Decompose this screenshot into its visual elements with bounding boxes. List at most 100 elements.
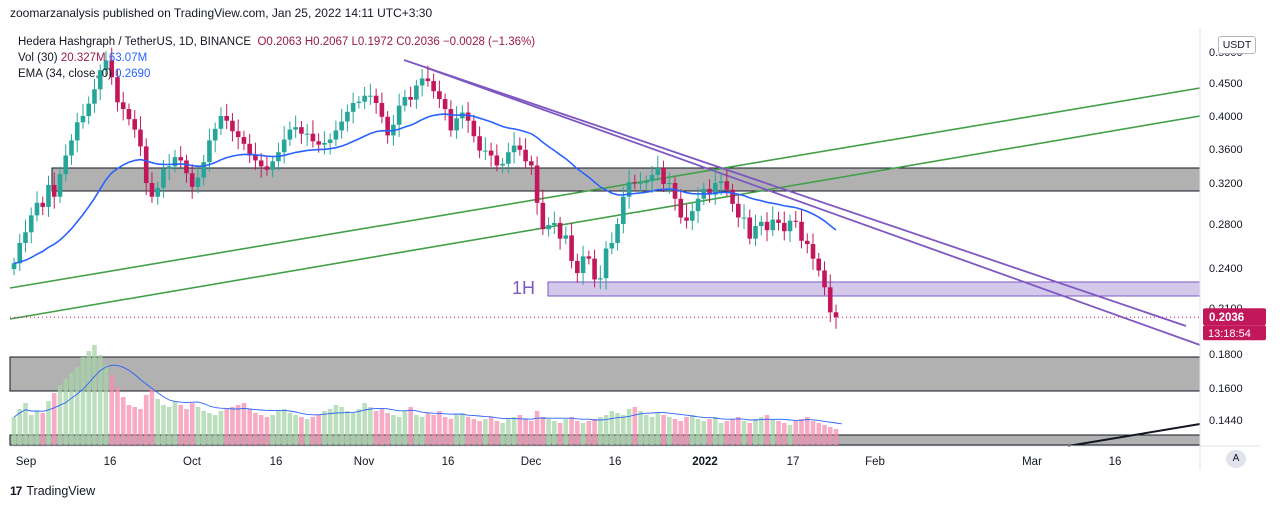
volume-bar	[270, 415, 275, 445]
volume-bar	[672, 419, 678, 445]
1h-support-zone	[547, 281, 1201, 297]
volume-bar	[247, 409, 252, 445]
candle-body	[431, 81, 436, 92]
candle-body	[304, 133, 310, 135]
volume-bar	[678, 421, 684, 445]
volume-bar	[51, 393, 57, 445]
candle-body	[293, 127, 298, 130]
volume-bar	[586, 421, 592, 445]
volume-bar	[511, 417, 517, 445]
volume-bar	[304, 419, 310, 445]
candle-body	[649, 174, 655, 182]
time-tick-label: 16	[270, 456, 283, 468]
ema-value: 0.2690	[115, 68, 151, 80]
ema-line	[13, 113, 837, 265]
candle-body	[741, 217, 747, 219]
vol-label[interactable]: Vol (30)	[18, 52, 58, 64]
volume-bar	[385, 413, 390, 445]
candle-body	[632, 182, 638, 184]
legend-low: L0.1972	[351, 36, 394, 48]
volume-bars	[11, 345, 839, 445]
candle-body	[787, 220, 793, 232]
annotation-1h: 1H	[512, 278, 535, 298]
candle-body	[810, 244, 816, 259]
volume-bar	[626, 409, 632, 445]
candle-body	[598, 278, 603, 280]
volume-bar	[718, 423, 724, 445]
volume-bar	[218, 411, 224, 445]
candle-body	[235, 131, 241, 138]
volume-bar	[322, 411, 327, 445]
candle-body	[764, 221, 770, 231]
volume-bar	[379, 409, 385, 445]
candle-body	[339, 121, 344, 131]
volume-bar	[207, 413, 212, 445]
volume-bar	[253, 413, 258, 445]
volume-bar	[17, 409, 23, 445]
volume-bar	[103, 365, 109, 445]
volume-bar	[28, 415, 34, 445]
volume-bar	[770, 419, 776, 445]
ema-label[interactable]: EMA (34, close, 0)	[18, 68, 112, 80]
candle-body	[402, 97, 408, 106]
volume-bar	[776, 421, 781, 445]
candle-body	[483, 150, 488, 152]
candle-body	[224, 116, 229, 121]
volume-bar	[40, 413, 46, 445]
volume-bar	[327, 409, 333, 445]
candle-body	[776, 219, 781, 223]
volume-bar	[431, 415, 436, 445]
time-tick-label: Oct	[183, 456, 202, 468]
candle-body	[115, 77, 120, 103]
candle-body	[603, 248, 609, 279]
volume-bar	[609, 411, 615, 445]
volume-bar	[557, 423, 563, 445]
candle-body	[465, 112, 471, 121]
support-resistance-zones: 1H	[9, 167, 1201, 446]
volume-bar	[701, 421, 707, 445]
auto-scale-button[interactable]: A	[1226, 450, 1246, 468]
time-tick-label: 16	[442, 456, 455, 468]
purple-trendline-lower	[426, 67, 1201, 346]
volume-bar	[86, 351, 92, 445]
candle-body	[184, 160, 189, 174]
candle-body	[195, 177, 201, 187]
candle-body	[833, 312, 839, 318]
candle-body	[287, 129, 293, 140]
candle-body	[172, 157, 178, 167]
volume-bar	[615, 413, 620, 445]
volume-bar	[189, 403, 195, 445]
volume-bar	[345, 411, 350, 445]
volume-bar	[316, 415, 321, 445]
volume-bar	[339, 407, 344, 445]
volume-bar	[57, 385, 63, 445]
volume-bar	[758, 417, 764, 445]
volume-bar	[730, 419, 735, 445]
candle-body	[799, 221, 804, 241]
volume-bar	[276, 411, 281, 445]
symbol-label[interactable]: Hedera Hashgraph / TetherUS, 1D, BINANCE	[18, 36, 252, 48]
candle-body	[230, 120, 235, 132]
candle-body	[419, 78, 425, 86]
volume-bar	[644, 415, 649, 445]
candle-body	[316, 141, 321, 145]
volume-bar	[74, 367, 80, 445]
volume-bar	[391, 415, 396, 445]
volume-bar	[178, 405, 183, 445]
candle-body	[724, 181, 730, 190]
candle-body	[425, 78, 431, 82]
candle-body	[92, 89, 97, 104]
volume-bar	[34, 411, 40, 445]
volume-bar	[753, 419, 758, 445]
candle-body	[718, 181, 724, 183]
tradingview-brand[interactable]: 17 TradingView	[10, 484, 95, 498]
volume-bar	[437, 411, 442, 445]
tradingview-logo: 17	[10, 484, 22, 498]
volume-bar	[523, 419, 528, 445]
currency-selector[interactable]: USDT	[1218, 36, 1256, 54]
candle-body	[132, 119, 138, 130]
volume-bar	[69, 373, 74, 445]
volume-bar	[804, 417, 810, 445]
candle-body	[540, 202, 546, 230]
